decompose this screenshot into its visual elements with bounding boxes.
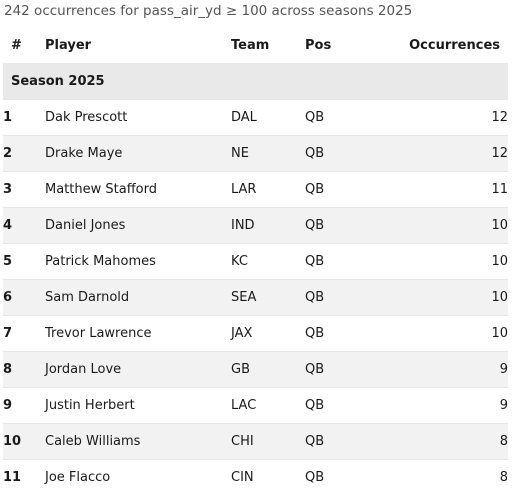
team-cell: CIN — [231, 460, 305, 495]
team-cell: GB — [231, 352, 305, 388]
column-header-team[interactable]: Team — [231, 28, 305, 63]
column-header-player[interactable]: Player — [45, 28, 231, 63]
rank-cell: 6 — [3, 280, 45, 316]
pos-cell: QB — [305, 280, 385, 316]
rank-cell: 11 — [3, 460, 45, 495]
player-cell: Matthew Stafford — [45, 172, 231, 208]
pos-cell: QB — [305, 244, 385, 280]
rank-cell: 1 — [3, 100, 45, 136]
team-cell: IND — [231, 208, 305, 244]
rank-cell: 10 — [3, 424, 45, 460]
leaders-table: # Player Team Pos Occurrences Season 202… — [3, 28, 508, 495]
rank-cell: 5 — [3, 244, 45, 280]
pos-cell: QB — [305, 100, 385, 136]
player-cell: Trevor Lawrence — [45, 316, 231, 352]
header-row: # Player Team Pos Occurrences — [3, 28, 508, 63]
column-header-rank[interactable]: # — [3, 28, 45, 63]
pos-cell: QB — [305, 460, 385, 495]
team-cell: DAL — [231, 100, 305, 136]
occurrences-cell: 12 — [385, 100, 508, 136]
pos-cell: QB — [305, 388, 385, 424]
occurrences-cell: 8 — [385, 460, 508, 495]
rank-cell: 2 — [3, 136, 45, 172]
team-cell: CHI — [231, 424, 305, 460]
occurrences-cell: 8 — [385, 424, 508, 460]
player-cell: Joe Flacco — [45, 460, 231, 495]
results-summary: 242 occurrences for pass_air_yd ≥ 100 ac… — [4, 3, 412, 19]
pos-cell: QB — [305, 424, 385, 460]
rank-cell: 4 — [3, 208, 45, 244]
team-cell: LAR — [231, 172, 305, 208]
season-group-label: Season 2025 — [3, 63, 508, 100]
rank-cell: 7 — [3, 316, 45, 352]
pos-cell: QB — [305, 208, 385, 244]
column-header-occurrences[interactable]: Occurrences — [385, 28, 508, 63]
pos-cell: QB — [305, 316, 385, 352]
team-cell: SEA — [231, 280, 305, 316]
table-header: # Player Team Pos Occurrences — [3, 28, 508, 63]
pos-cell: QB — [305, 352, 385, 388]
occurrences-cell: 9 — [385, 352, 508, 388]
occurrences-cell: 9 — [385, 388, 508, 424]
column-header-pos[interactable]: Pos — [305, 28, 385, 63]
pos-cell: QB — [305, 172, 385, 208]
pos-cell: QB — [305, 136, 385, 172]
player-cell: Justin Herbert — [45, 388, 231, 424]
team-cell: KC — [231, 244, 305, 280]
rank-cell: 9 — [3, 388, 45, 424]
occurrences-cell: 11 — [385, 172, 508, 208]
occurrences-cell: 12 — [385, 136, 508, 172]
occurrences-cell: 10 — [385, 244, 508, 280]
rank-cell: 8 — [3, 352, 45, 388]
player-cell: Caleb Williams — [45, 424, 231, 460]
team-cell: NE — [231, 136, 305, 172]
team-cell: LAC — [231, 388, 305, 424]
occurrences-cell: 10 — [385, 280, 508, 316]
player-cell: Sam Darnold — [45, 280, 231, 316]
rank-cell: 3 — [3, 172, 45, 208]
player-cell: Drake Maye — [45, 136, 231, 172]
team-cell: JAX — [231, 316, 305, 352]
player-cell: Patrick Mahomes — [45, 244, 231, 280]
occurrences-cell: 10 — [385, 316, 508, 352]
occurrences-cell: 10 — [385, 208, 508, 244]
player-cell: Daniel Jones — [45, 208, 231, 244]
season-group-row: Season 2025 — [3, 63, 508, 100]
player-cell: Jordan Love — [45, 352, 231, 388]
player-cell: Dak Prescott — [45, 100, 231, 136]
